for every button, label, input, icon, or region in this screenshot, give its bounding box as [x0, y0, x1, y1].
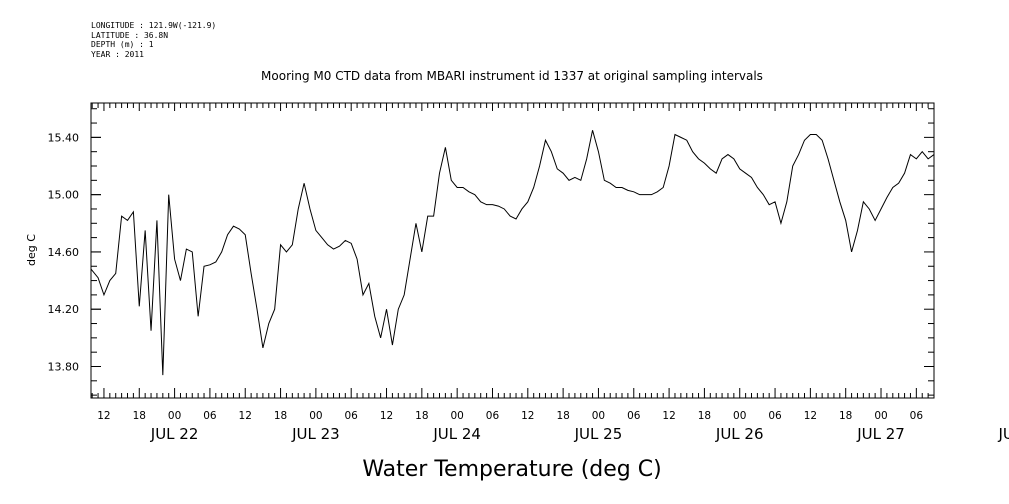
x-axis: 12 18 00 06 12 18 00 06 12 18 00 06 12 18 00 06 12 18 00 06…: [91, 103, 1009, 443]
x-hour-label: 12: [662, 410, 675, 422]
y-axis-label: deg C: [25, 234, 38, 266]
x-day-label: JUL 25: [574, 425, 623, 443]
x-hour-label: 06: [486, 410, 500, 422]
y-tick-label: 13.80: [48, 360, 80, 373]
x-hour-label: 06: [345, 410, 359, 422]
x-hour-label: 00: [168, 410, 181, 422]
x-hour-label: 18: [274, 410, 287, 422]
depth-label: DEPTH (m) : 1: [91, 40, 154, 49]
y-axis: 13.80 14.20 14.60 15.00 15.40: [48, 108, 934, 396]
x-hour-label: 00: [450, 410, 463, 422]
x-axis-title: Water Temperature (deg C): [362, 457, 661, 482]
x-hour-label: 00: [733, 410, 746, 422]
x-day-label: JUL 28: [997, 425, 1009, 443]
x-day-label: JUL 22: [150, 425, 199, 443]
x-hour-label: 06: [910, 410, 924, 422]
x-hour-label: 18: [556, 410, 569, 422]
y-tick-label: 15.40: [48, 131, 80, 144]
y-tick-label: 14.20: [48, 303, 80, 316]
x-hour-label: 00: [592, 410, 605, 422]
x-hour-label: 12: [239, 410, 252, 422]
y-tick-label: 14.60: [48, 246, 80, 259]
year-label: YEAR : 2011: [91, 49, 144, 59]
water-temperature-line: [90, 130, 935, 376]
x-hour-label: 12: [380, 410, 393, 422]
x-day-label: JUL 23: [291, 425, 340, 443]
chart-title: Mooring M0 CTD data from MBARI instrumen…: [261, 69, 763, 83]
x-hour-label: 06: [768, 410, 782, 422]
longitude-label: LONGITUDE : 121.9W(-121.9): [91, 21, 217, 30]
x-hour-label: 06: [627, 410, 641, 422]
x-hour-label: 06: [203, 410, 217, 422]
y-tick-label: 15.00: [48, 189, 80, 202]
x-hour-label: 12: [97, 410, 110, 422]
x-hour-label: 00: [874, 410, 887, 422]
x-hour-label: 18: [133, 410, 146, 422]
metadata-block: LONGITUDE : 121.9W(-121.9) LATITUDE : 36…: [91, 21, 216, 59]
latitude-label: LATITUDE : 36.8N: [91, 30, 169, 40]
x-hour-label: 18: [698, 410, 711, 422]
plot-frame: [90, 102, 935, 399]
x-hour-label: 12: [521, 410, 534, 422]
x-day-label: JUL 26: [715, 425, 764, 443]
x-hour-label: 18: [839, 410, 852, 422]
x-hour-label: 00: [309, 410, 322, 422]
x-hour-label: 12: [804, 410, 817, 422]
x-hour-label: 18: [415, 410, 428, 422]
x-day-label: JUL 27: [856, 425, 905, 443]
x-day-label: JUL 24: [432, 425, 481, 443]
